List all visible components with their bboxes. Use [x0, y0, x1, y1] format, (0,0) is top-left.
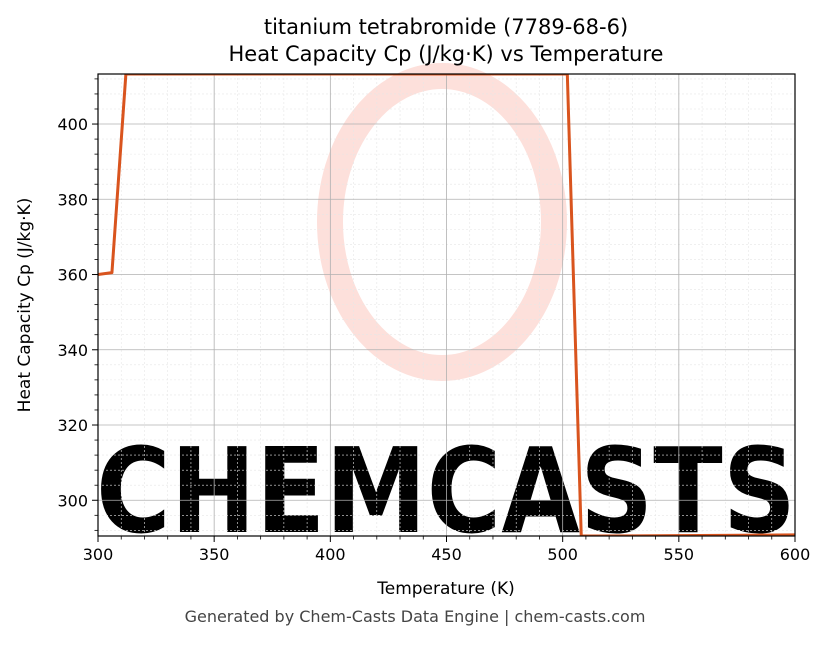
watermark-logo-ring	[317, 63, 567, 381]
y-tick-label: 380	[57, 190, 88, 209]
y-tick-label: 340	[57, 341, 88, 360]
x-tick-label: 550	[664, 545, 695, 564]
x-tick-label: 600	[780, 545, 811, 564]
chart-subtitle: Heat Capacity Cp (J/kg·K) vs Temperature	[229, 42, 664, 66]
y-tick-label: 300	[57, 491, 88, 510]
x-tick-label: 400	[315, 545, 346, 564]
x-tick-label: 500	[547, 545, 578, 564]
y-tick-label: 320	[57, 416, 88, 435]
x-axis-label: Temperature (K)	[376, 579, 515, 599]
watermark: CHEMCASTS	[96, 63, 796, 560]
x-tick-label: 450	[431, 545, 462, 564]
footer-credit: Generated by Chem-Casts Data Engine | ch…	[184, 607, 646, 626]
x-tick-label: 350	[199, 545, 230, 564]
ticks-layer: 300 350 400 450 500 550 600 300 320 340 360 380 400	[57, 78, 811, 564]
y-tick-label: 400	[57, 115, 88, 134]
y-axis-label: Heat Capacity Cp (J/kg·K)	[15, 198, 35, 413]
chart-title: titanium tetrabromide (7789-68-6)	[264, 15, 628, 39]
x-tick-label: 300	[83, 545, 114, 564]
y-tick-label: 360	[57, 266, 88, 285]
